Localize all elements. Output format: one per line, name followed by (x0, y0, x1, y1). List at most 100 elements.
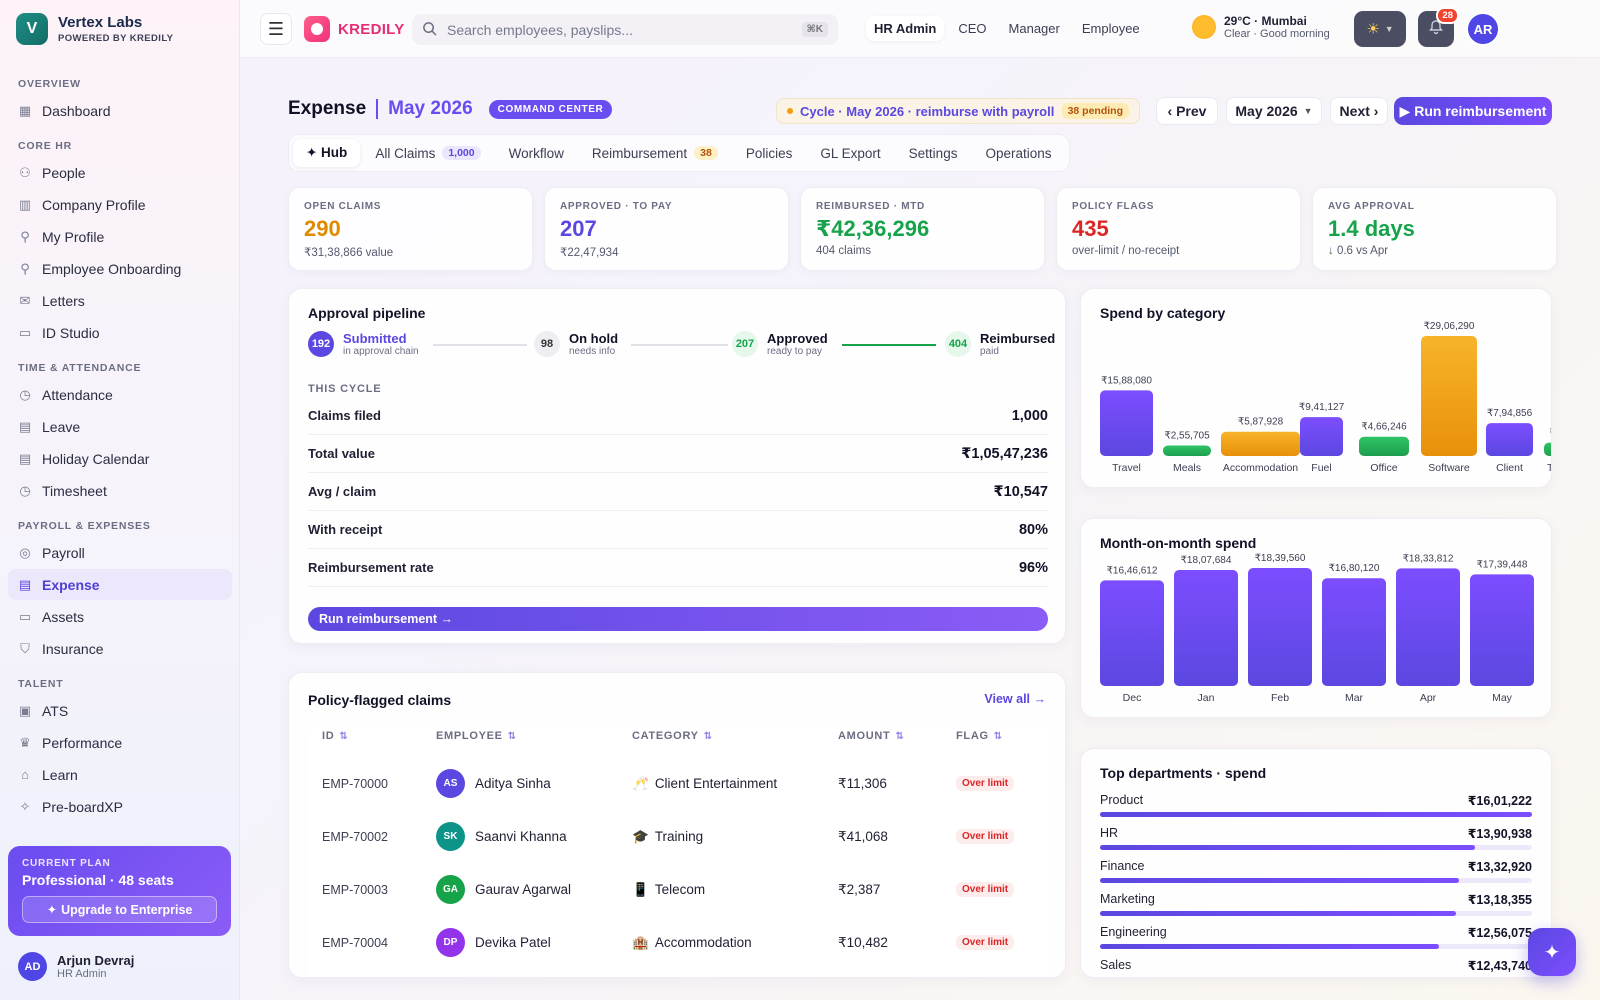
search-bar[interactable]: ⌘K (412, 14, 838, 45)
sidebar-item-people[interactable]: ⚇ People (8, 157, 232, 188)
month-select[interactable]: May 2026 ▼ (1226, 97, 1322, 125)
sidebar-item-attendance[interactable]: ◷ Attendance (8, 379, 232, 410)
tab-workflow[interactable]: Workflow (496, 140, 577, 167)
flag-cell: Over limit (942, 935, 1048, 950)
topbar: ☰ KREDILY ⌘K HR AdminCEOManagerEmployee … (240, 0, 1600, 58)
pipeline-stage-on-hold[interactable]: 98 On hold needs info (534, 331, 618, 357)
stage-name: Submitted (343, 331, 407, 346)
cycle-banner[interactable]: Cycle · May 2026 · reimburse with payrol… (776, 98, 1140, 124)
sidebar-item-assets[interactable]: ▭ Assets (8, 601, 232, 632)
sidebar-item-performance[interactable]: ♛ Performance (8, 727, 232, 758)
sidebar-item-dashboard[interactable]: ▦ Dashboard (8, 95, 232, 126)
tab-count-badge: 38 (694, 146, 718, 160)
sidebar-item-expense[interactable]: ▤ Expense (8, 569, 232, 600)
sidebar-item-insurance[interactable]: ⛉ Insurance (8, 633, 232, 664)
run-reimbursement-bar-button[interactable]: Run reimbursement → (308, 607, 1048, 631)
stat-value: 1,000 (1011, 407, 1048, 424)
search-input[interactable] (447, 21, 792, 38)
amount: ₹10,482 (838, 934, 888, 950)
role-ceo[interactable]: CEO (958, 21, 987, 36)
pipeline-stage-submitted[interactable]: 192 Submitted in approval chain (308, 331, 419, 357)
table-row[interactable]: EMP-70004 DP Devika Patel 🏨 Accommodatio… (308, 916, 1048, 969)
prev-button[interactable]: ‹ Prev (1156, 97, 1218, 125)
sidebar-item-my-profile[interactable]: ⚲ My Profile (8, 221, 232, 252)
role-manager[interactable]: Manager (1008, 21, 1060, 36)
bar-value-label: ₹4,66,246 (1361, 422, 1407, 433)
category-name: Client Entertainment (654, 776, 778, 791)
kpi-card[interactable]: OPEN CLAIMS 290 ₹31,38,866 value (288, 187, 533, 271)
column-header-id[interactable]: ID ⇅ (308, 730, 422, 742)
employee-cell: SK Saanvi Khanna (422, 822, 618, 851)
pipeline-title: Approval pipeline (308, 305, 426, 321)
pipeline-stage-reimbursed[interactable]: 404 Reimbursed paid (945, 331, 1055, 357)
kpi-card[interactable]: APPROVED · TO PAY 207 ₹22,47,934 (544, 187, 789, 271)
chart-bar (1421, 336, 1477, 456)
tab-all-claims[interactable]: All Claims 1,000 (362, 140, 493, 167)
kpi-subtext: ₹22,47,934 (560, 247, 619, 259)
tab-gl-export[interactable]: GL Export (807, 140, 893, 167)
department-row[interactable]: Finance ₹13,32,920 (1100, 859, 1532, 891)
category-tick-label: Mar (1345, 692, 1364, 704)
sidebar-item-pre-boardxp[interactable]: ✧ Pre-boardXP (8, 791, 232, 822)
avatar: AS (436, 769, 465, 798)
table-row[interactable]: EMP-70002 SK Saanvi Khanna 🎓 Training ₹4… (308, 810, 1048, 863)
sparkle-icon[interactable]: ✦ (1528, 928, 1576, 976)
sidebar-item-letters[interactable]: ✉ Letters (8, 285, 232, 316)
stage-sub: in approval chain (343, 346, 419, 357)
brand[interactable]: V Vertex Labs POWERED BY KREDILY (16, 13, 173, 45)
column-header-employee[interactable]: EMPLOYEE ⇅ (422, 730, 618, 742)
tab-settings[interactable]: Settings (896, 140, 971, 167)
kpi-card[interactable]: POLICY FLAGS 435 over-limit / no-receipt (1056, 187, 1301, 271)
sidebar-item-id-studio[interactable]: ▭ ID Studio (8, 317, 232, 348)
chart-bar (1396, 568, 1460, 686)
department-row[interactable]: Engineering ₹12,56,075 (1100, 925, 1532, 957)
view-all-link[interactable]: View all → (984, 692, 1046, 706)
department-row[interactable]: Sales ₹12,43,740 (1100, 958, 1532, 977)
tab-reimbursement[interactable]: Reimbursement 38 (579, 140, 731, 167)
product-logo[interactable]: KREDILY (304, 16, 405, 42)
category-name: Accommodation (654, 935, 752, 950)
tab-label: Policies (745, 145, 793, 161)
kpi-card[interactable]: AVG APPROVAL 1.4 days ↓ 0.6 vs Apr (1312, 187, 1557, 271)
department-name: Product (1100, 793, 1144, 807)
notifications-button[interactable]: 28 (1418, 7, 1459, 47)
next-button[interactable]: Next › (1330, 97, 1388, 125)
column-header-amount[interactable]: AMOUNT ⇅ (824, 730, 942, 742)
sidebar-item-ats[interactable]: ▣ ATS (8, 695, 232, 726)
tab-count-badge: 1,000 (442, 146, 481, 160)
departments-title: Top departments · spend (1100, 765, 1267, 781)
stage-name: On hold (569, 331, 619, 346)
sidebar-item-holiday-calendar[interactable]: ▤ Holiday Calendar (8, 443, 232, 474)
sidebar-item-label: Employee Onboarding (42, 260, 182, 277)
tab-hub[interactable]: ✦ Hub (293, 139, 361, 167)
tab-operations[interactable]: Operations (972, 140, 1064, 167)
sidebar-item-company-profile[interactable]: ▥ Company Profile (8, 189, 232, 220)
hamburger-menu-icon[interactable]: ☰ (260, 13, 292, 45)
sidebar-item-employee-onboarding[interactable]: ⚲ Employee Onboarding (8, 253, 232, 284)
sidebar-item-learn[interactable]: ⌂ Learn (8, 759, 232, 790)
department-row[interactable]: Product ₹16,01,222 (1100, 793, 1532, 825)
amount: ₹11,306 (838, 775, 887, 791)
stat-label: With receipt (308, 522, 383, 537)
sidebar-item-leave[interactable]: ▤ Leave (8, 411, 232, 442)
bar-value-label: ₹9,41,127 (1299, 402, 1345, 413)
run-reimbursement-button[interactable]: ▶ Run reimbursement (1394, 97, 1552, 125)
department-row[interactable]: HR ₹13,90,938 (1100, 826, 1532, 858)
column-header-category[interactable]: CATEGORY ⇅ (618, 730, 824, 742)
role-employee[interactable]: Employee (1081, 21, 1140, 36)
user-profile[interactable]: AD Arjun Devraj HR Admin (18, 952, 134, 981)
theme-toggle-button[interactable]: ☀ ▼ (1354, 11, 1406, 47)
column-header-flag[interactable]: FLAG ⇅ (942, 730, 1048, 742)
sidebar-item-timesheet[interactable]: ◷ Timesheet (8, 475, 232, 506)
table-row[interactable]: EMP-70000 AS Aditya Sinha 🥂 Client Enter… (308, 757, 1048, 810)
role-hr-admin[interactable]: HR Admin (866, 16, 945, 41)
pipeline-stage-approved[interactable]: 207 Approved ready to pay (732, 331, 828, 357)
upgrade-button[interactable]: ✦ Upgrade to Enterprise (22, 896, 217, 923)
kpi-card[interactable]: REIMBURSED · MTD ₹42,36,296 404 claims (800, 187, 1045, 271)
sidebar-item-payroll[interactable]: ◎ Payroll (8, 537, 232, 568)
pipeline-connector (433, 344, 527, 346)
user-avatar-button[interactable]: AR (1466, 12, 1500, 46)
tab-policies[interactable]: Policies (733, 140, 806, 167)
department-row[interactable]: Marketing ₹13,18,355 (1100, 892, 1532, 924)
table-row[interactable]: EMP-70003 GA Gaurav Agarwal 📱 Telecom ₹2… (308, 863, 1048, 916)
